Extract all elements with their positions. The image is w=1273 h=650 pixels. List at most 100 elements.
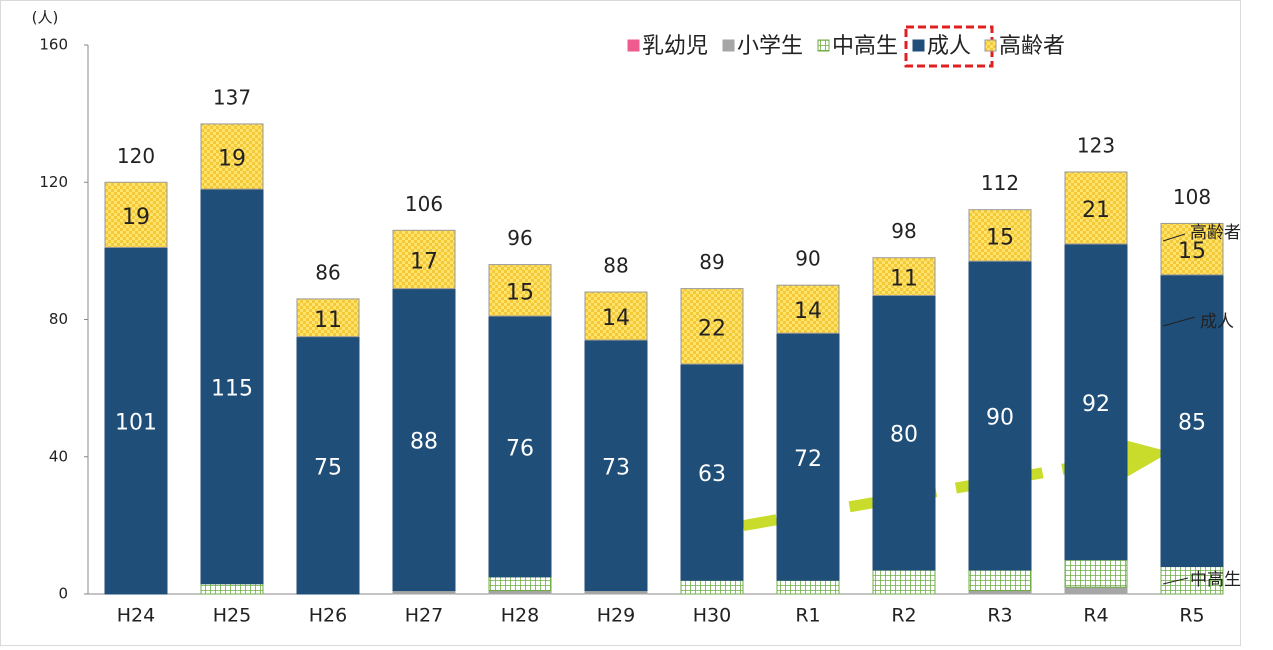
bar-segment [680, 579, 744, 595]
annotation: 成人 [1200, 312, 1234, 332]
x-tick-label: R3 [987, 605, 1012, 627]
leader-line [1162, 316, 1196, 327]
annotation: 中高生 [1190, 570, 1241, 590]
data-label: 11 [314, 308, 342, 333]
bar-segment [488, 576, 552, 592]
bar-segment [968, 260, 1032, 571]
data-label: 101 [115, 411, 157, 436]
x-tick-label: H24 [117, 605, 155, 627]
data-label: 22 [698, 316, 726, 341]
data-label: 85 [1178, 411, 1206, 436]
bar-segment [776, 332, 840, 581]
y-tick-label: 0 [58, 585, 68, 603]
highlight-box [904, 25, 994, 68]
total-label: 106 [405, 192, 443, 216]
data-label: 63 [698, 462, 726, 487]
bar-segment [1160, 222, 1224, 276]
legend-swatch [722, 39, 735, 52]
y-tick-label: 160 [39, 36, 68, 54]
bar-segment [488, 264, 552, 317]
bar-segment [776, 284, 840, 334]
total-label: 90 [795, 247, 820, 271]
data-label: 92 [1082, 392, 1110, 417]
total-label: 96 [507, 226, 532, 250]
data-label: 115 [211, 376, 253, 401]
legend-label: 高齢者 [999, 34, 1065, 59]
trend-arrow [689, 454, 1116, 541]
total-label: 120 [117, 144, 155, 168]
bar-segment [392, 229, 456, 290]
bar-segment [680, 363, 744, 581]
data-label: 14 [602, 306, 630, 331]
bar-segment [200, 583, 264, 595]
legend-swatch [912, 39, 925, 52]
bar-segment [968, 209, 1032, 262]
bar-segment [488, 315, 552, 578]
bar-segment [584, 339, 648, 592]
x-tick-label: R1 [795, 605, 820, 627]
bar-segment [1064, 243, 1128, 561]
y-axis-label: (人) [32, 9, 59, 27]
bar-segment [680, 288, 744, 365]
trend-arrow-head [1117, 438, 1170, 478]
total-label: 89 [699, 250, 724, 274]
total-label: 98 [891, 219, 916, 243]
total-label: 137 [213, 85, 251, 109]
bar-segment [776, 579, 840, 595]
data-label: 73 [602, 455, 630, 480]
data-label: 14 [794, 299, 822, 324]
total-label: 88 [603, 254, 628, 278]
bar-segment [872, 257, 936, 296]
total-label: 108 [1173, 185, 1211, 209]
data-label: 90 [986, 406, 1014, 431]
leader-line [1162, 233, 1186, 242]
data-label: 15 [1178, 239, 1206, 264]
x-tick-label: H28 [501, 605, 539, 627]
bar-segment [392, 590, 456, 595]
bar-segment [488, 590, 552, 595]
x-tick-label: H29 [597, 605, 635, 627]
annotation: 高齢者 [1190, 223, 1241, 243]
x-tick-label: R4 [1083, 605, 1108, 627]
legend-label: 中高生 [832, 34, 898, 59]
bar-segment [968, 569, 1032, 592]
bar-segment [584, 291, 648, 341]
data-label: 21 [1082, 198, 1110, 223]
bar-segment [104, 181, 168, 248]
data-label: 19 [122, 205, 150, 230]
bar-segment [1064, 586, 1128, 595]
data-label: 75 [314, 455, 342, 480]
data-label: 80 [890, 423, 918, 448]
y-tick-label: 80 [49, 310, 68, 328]
bar-segment [584, 590, 648, 595]
leader-line [1162, 577, 1189, 585]
bar-segment [296, 298, 360, 338]
x-tick-label: R5 [1179, 605, 1204, 627]
legend-label: 乳幼児 [642, 34, 708, 59]
data-label: 19 [218, 147, 246, 172]
y-tick-label: 120 [39, 173, 68, 191]
legend-label: 小学生 [737, 34, 803, 59]
total-label: 123 [1077, 133, 1115, 157]
x-tick-label: H27 [405, 605, 443, 627]
legend-swatch [817, 39, 830, 52]
data-label: 88 [410, 430, 438, 455]
total-label: 112 [981, 171, 1019, 195]
legend-label: 成人 [927, 34, 971, 59]
x-tick-label: R2 [891, 605, 916, 627]
bar-segment [872, 294, 936, 571]
bar-segment [392, 288, 456, 592]
legend-swatch [984, 39, 997, 52]
data-label: 15 [986, 225, 1014, 250]
total-label: 86 [315, 260, 340, 284]
data-label: 17 [410, 249, 438, 274]
x-tick-label: H30 [693, 605, 731, 627]
bar-segment [296, 336, 360, 595]
bar-segment [872, 569, 936, 595]
bar-segment [200, 123, 264, 190]
legend-swatch [627, 39, 640, 52]
bar-segment [968, 590, 1032, 595]
data-label: 11 [890, 267, 918, 292]
data-label: 72 [794, 447, 822, 472]
